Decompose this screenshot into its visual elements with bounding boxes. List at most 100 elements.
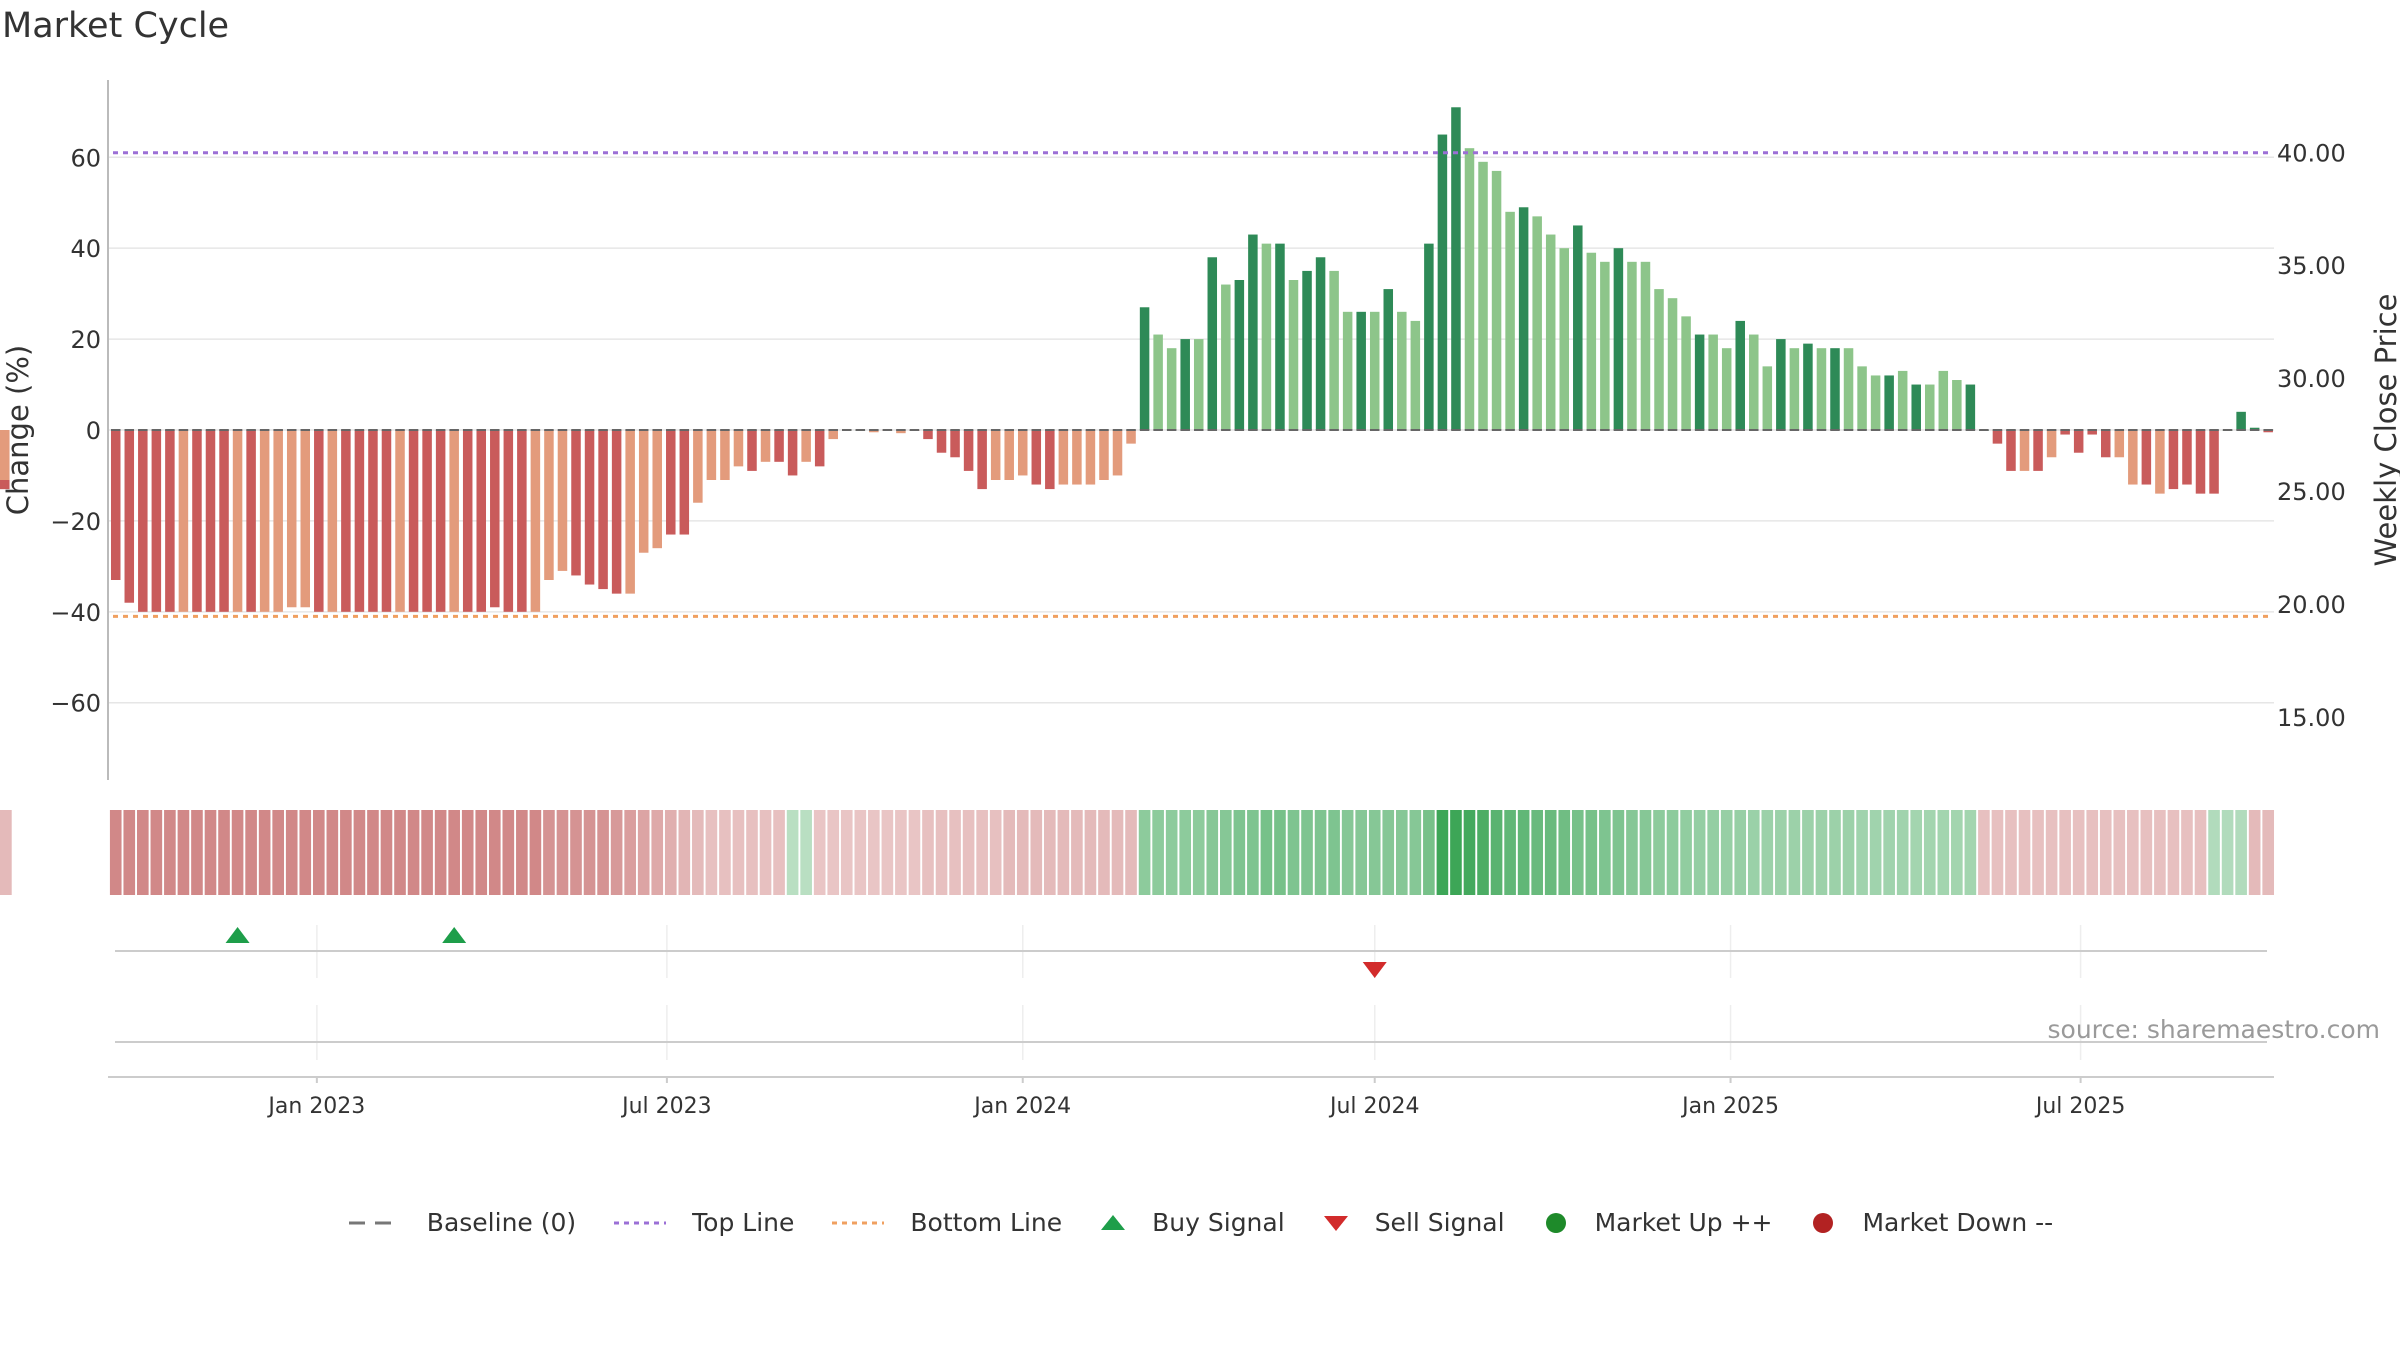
y2-tick-label: 25.00 xyxy=(2277,478,2346,506)
cycle-band-cell xyxy=(2181,810,2193,895)
change-bar xyxy=(1762,366,1773,430)
change-bar xyxy=(1139,307,1150,430)
cycle-band-cell xyxy=(407,810,420,895)
change-bar xyxy=(1600,261,1610,430)
legend-swatch-buy xyxy=(1098,1213,1140,1233)
cycle-band-cell xyxy=(380,810,393,895)
change-bar xyxy=(2209,430,2219,494)
change-bar xyxy=(977,430,987,490)
cycle-band-cell xyxy=(1951,810,1963,895)
cycle-band-cell xyxy=(759,810,772,895)
legend-label: Buy Signal xyxy=(1152,1208,1285,1237)
change-bar xyxy=(286,430,297,608)
cycle-band-cell xyxy=(1666,810,1679,895)
cycle-band-cell xyxy=(2113,810,2126,895)
change-bar xyxy=(2249,427,2260,430)
change-bar xyxy=(1749,334,1759,430)
cycle-band-cell xyxy=(272,810,284,895)
cycle-band-cell xyxy=(353,810,366,895)
change-bar xyxy=(2006,430,2016,471)
change-bar xyxy=(1803,343,1813,430)
cycle-band-cell xyxy=(935,810,948,895)
cycle-band-cell xyxy=(529,810,542,895)
cycle-band-cell xyxy=(1612,810,1625,895)
change-bar xyxy=(1654,289,1664,430)
change-bar xyxy=(828,430,838,440)
y-tick-label: 0 xyxy=(86,417,101,445)
legend-swatch-down xyxy=(1808,1212,1850,1234)
cycle-band-cell xyxy=(434,810,447,895)
change-bar xyxy=(1667,298,1678,430)
cycle-band-cell xyxy=(1937,810,1950,895)
cycle-band-cell xyxy=(299,810,312,895)
legend-swatch-bottom xyxy=(830,1213,898,1233)
change-bar xyxy=(1315,257,1326,430)
cycle-band-cell xyxy=(1179,810,1192,895)
legend-item-sell: Sell Signal xyxy=(1305,1208,1505,1237)
legend-swatch-baseline xyxy=(347,1213,415,1233)
cycle-band-cell xyxy=(1165,810,1178,895)
cycle-band-cell xyxy=(2045,810,2058,895)
change-bar xyxy=(517,430,527,612)
cycle-band-cell xyxy=(177,810,190,895)
change-bar xyxy=(1329,270,1339,430)
cycle-band-cell xyxy=(827,810,840,895)
cycle-band-cell xyxy=(285,810,298,895)
cycle-band-cell xyxy=(367,810,379,895)
change-bar xyxy=(2168,430,2179,490)
cycle-band-cell xyxy=(204,810,217,895)
cycle-band-cell xyxy=(1395,810,1408,895)
cycle-band-cell xyxy=(800,810,812,895)
cycle-band-cell xyxy=(1084,810,1097,895)
legend-item-buy: Buy Signal xyxy=(1082,1208,1285,1237)
x-tick-label: Jan 2023 xyxy=(266,1094,365,1119)
change-bar xyxy=(923,430,933,440)
change-bar xyxy=(1369,311,1380,430)
change-bar xyxy=(625,430,635,594)
source-attribution: source: sharemaestro.com xyxy=(2047,1015,2381,1044)
change-bar xyxy=(1586,252,1597,430)
change-bar xyxy=(205,430,216,612)
cycle-band-cell xyxy=(1842,810,1855,895)
change-bar xyxy=(733,430,744,467)
x-tick-label: Jul 2023 xyxy=(620,1094,712,1119)
cycle-band-cell xyxy=(2262,810,2275,895)
change-bar xyxy=(2060,430,2070,435)
legend-item-baseline: Baseline (0) xyxy=(347,1208,576,1237)
change-bar xyxy=(151,430,162,612)
change-bar xyxy=(2155,430,2165,494)
cycle-band-cell xyxy=(1693,810,1706,895)
change-bar xyxy=(503,430,514,612)
cycle-band-cell xyxy=(136,810,149,895)
cycle-band-cell xyxy=(976,810,988,895)
change-bar xyxy=(124,430,135,603)
change-bar xyxy=(2046,430,2057,458)
change-bar xyxy=(1613,248,1624,430)
cycle-band-cell xyxy=(421,810,433,895)
change-bar xyxy=(1938,370,1949,430)
change-bar xyxy=(530,430,541,612)
change-bar xyxy=(720,430,730,480)
cycle-band-cell xyxy=(2005,810,2017,895)
cycle-band-cell xyxy=(1544,810,1557,895)
change-bar xyxy=(422,430,432,612)
cycle-band-cell xyxy=(2235,810,2247,895)
change-bar xyxy=(1410,320,1421,430)
cycle-band-cell xyxy=(637,810,650,895)
cycle-band-cell xyxy=(1747,810,1760,895)
change-bar xyxy=(774,430,784,462)
change-bar xyxy=(341,430,351,612)
change-bar xyxy=(2033,430,2043,471)
change-bar xyxy=(1302,270,1312,430)
x-tick-label: Jul 2025 xyxy=(2034,1094,2126,1119)
change-bar xyxy=(2087,430,2097,435)
change-bar xyxy=(598,430,608,590)
cycle-band-cell xyxy=(962,810,975,895)
cycle-band-cell xyxy=(692,810,704,895)
cycle-band-cell xyxy=(651,810,664,895)
change-bar xyxy=(1708,334,1718,430)
y2-tick-label: 40.00 xyxy=(2277,139,2346,167)
chart-legend: Baseline (0) Top Line Bottom Line Buy Signa… xyxy=(0,1208,2400,1237)
change-bar xyxy=(1099,430,1109,480)
change-bar xyxy=(1464,148,1475,430)
